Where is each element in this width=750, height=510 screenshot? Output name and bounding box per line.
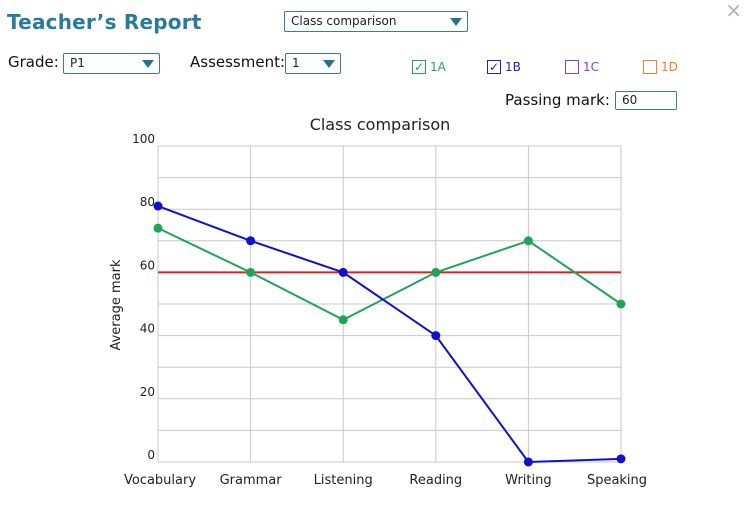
class-label-1d: 1D [661,60,678,74]
assessment-select-value: 1 [292,56,300,70]
chart-series [153,201,626,467]
data-point-1a[interactable] [431,267,441,277]
checkbox-checked-icon: ✓ [412,60,426,74]
data-point-1b[interactable] [153,201,163,211]
grade-select-value: P1 [70,56,85,70]
y-tick-label: 0 [147,448,155,462]
plot-area [157,145,622,463]
data-point-1b[interactable] [246,236,256,246]
grade-label: Grade: [8,53,59,71]
passing-mark-input[interactable]: 60 [615,91,677,110]
assessment-select[interactable]: 1 [285,53,341,74]
y-axis-label: Average mark [109,259,124,350]
class-label-1a: 1A [430,60,446,74]
assessment-label: Assessment: [190,53,286,71]
class-label-1c: 1C [583,60,600,74]
series-line-1a [157,227,622,321]
class-label-1b: 1B [505,60,521,74]
data-point-1b[interactable] [523,457,533,467]
x-tick-label: Vocabulary [124,473,196,488]
data-point-1a[interactable] [153,223,163,233]
data-point-1a[interactable] [523,236,533,246]
data-point-1b[interactable] [431,331,441,341]
y-tick-label: 100 [132,132,155,146]
chevron-down-icon [142,60,154,68]
x-tick-label: Reading [409,473,462,488]
chart-grid [157,145,622,463]
chart-axes: 0 20 40 60 80 100 Vocabulary Grammar Listening Re… [124,132,647,488]
grade-select[interactable]: P1 [63,53,160,74]
class-checkbox-1d[interactable]: 1D [643,59,678,75]
data-point-1a[interactable] [246,267,256,277]
data-point-1a[interactable] [616,299,626,309]
page-title: Teacher’s Report [7,10,202,34]
y-tick-label: 60 [140,258,155,272]
chart-title: Class comparison [309,115,451,134]
data-point-1a[interactable] [338,315,348,325]
class-checkbox-1b[interactable]: ✓ 1B [487,59,521,75]
class-checkbox-1a[interactable]: ✓ 1A [412,59,446,75]
chevron-down-icon [323,60,335,68]
series-line-1b [157,205,622,464]
data-point-1b[interactable] [338,267,348,277]
data-point-1b[interactable] [616,454,626,464]
class-checkbox-1c[interactable]: 1C [565,59,599,75]
x-tick-label: Writing [505,473,551,488]
checkbox-unchecked-icon [643,60,657,74]
view-select[interactable]: Class comparison [284,11,468,32]
close-icon[interactable]: × [725,0,742,22]
y-tick-label: 20 [140,385,155,399]
checkbox-unchecked-icon [565,60,579,74]
passing-mark-label: Passing mark: [505,91,610,109]
checkbox-checked-icon: ✓ [487,60,501,74]
y-tick-label: 80 [140,195,155,209]
y-tick-label: 40 [140,322,155,336]
chevron-down-icon [450,18,462,26]
view-select-value: Class comparison [291,14,397,28]
x-tick-label: Speaking [587,473,647,488]
x-tick-label: Listening [314,473,373,488]
x-tick-label: Grammar [220,473,283,488]
